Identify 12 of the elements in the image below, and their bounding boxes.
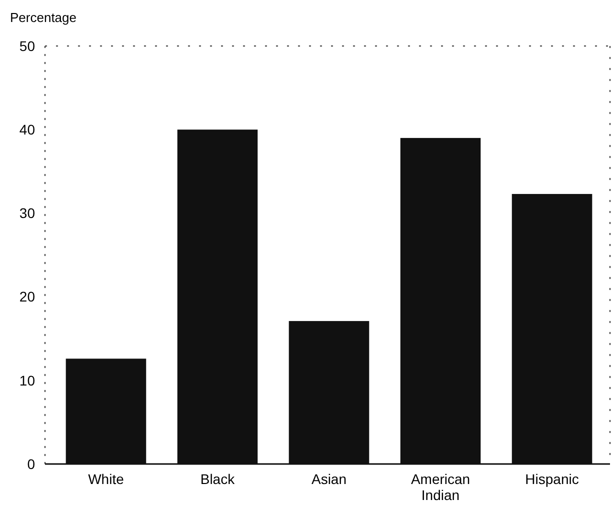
- y-tick-label: 0: [27, 456, 36, 472]
- x-tick-label: American Indian: [410, 471, 470, 503]
- y-tick-label: 10: [19, 372, 36, 388]
- x-tick-label: Hispanic: [525, 471, 579, 487]
- y-axis-title: Percentage: [10, 10, 76, 25]
- x-tick-label: Asian: [311, 471, 347, 487]
- y-tick-label: 50: [19, 38, 36, 54]
- x-tick-label: White: [88, 471, 124, 487]
- y-tick-label: 20: [19, 288, 36, 305]
- x-tick-label: Black: [200, 471, 236, 487]
- y-tick-label: 30: [19, 205, 36, 222]
- y-tick-label: 40: [19, 122, 36, 138]
